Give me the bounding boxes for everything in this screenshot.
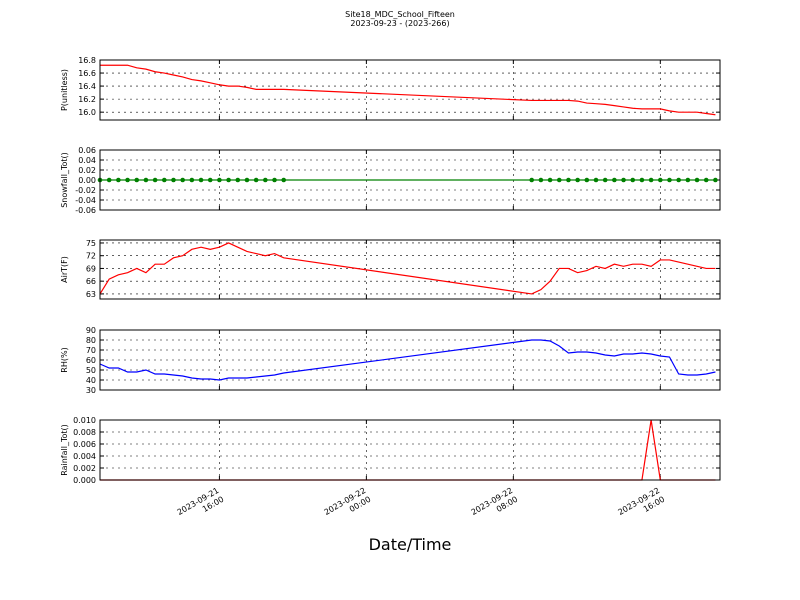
data-point [556,177,562,183]
y-tick-label: 66 [86,277,96,286]
y-axis-label: AirT(F) [60,256,69,283]
data-point [106,177,112,183]
data-point [694,177,700,183]
y-tick-label: 0.004 [73,452,96,461]
data-point [676,177,681,183]
y-tick-label: 16.8 [78,56,96,65]
plot-frame [99,329,721,391]
data-point [602,177,608,183]
y-tick-label: 0.04 [78,156,96,165]
y-tick-label: 16.6 [78,69,96,78]
data-point [575,177,580,183]
data-point [171,177,176,183]
y-tick-label: 72 [86,252,96,261]
data-point [244,177,250,183]
data-point [667,177,672,183]
data-point [134,177,140,183]
data-point [263,177,268,183]
x-axis-label: Date/Time [369,535,452,554]
data-point [226,177,231,183]
y-axis-label: Snowfall_Tot() [60,152,69,208]
y-tick-label: 60 [86,356,96,365]
data-point [593,177,599,183]
chart-subtitle: 2023-09-23 - (2023-266) [350,19,449,28]
y-tick-label: -0.04 [75,196,96,205]
data-point [584,177,590,183]
y-tick-label: 0.002 [73,464,96,473]
y-tick-label: 0.008 [73,428,96,437]
y-axis-label: P(unitless) [60,69,69,111]
y-tick-label: 0.02 [78,166,96,175]
data-point [685,177,691,183]
y-tick-label: -0.06 [75,206,96,215]
data-line [99,339,716,381]
y-tick-label: 16.0 [78,108,96,117]
plot-frame [99,59,721,121]
data-point [161,177,167,183]
data-point [529,177,535,183]
data-point [648,177,654,183]
y-tick-label: 0.06 [78,146,96,155]
y-tick-label: 30 [86,386,96,395]
data-point [125,177,130,183]
y-tick-label: -0.02 [75,186,96,195]
chart-title: Site18_MDC_School_Fifteen [345,10,455,19]
data-point [143,177,149,183]
data-point [152,177,158,183]
y-tick-label: 40 [86,376,96,385]
data-point [703,177,709,183]
y-tick-label: 90 [86,326,96,335]
data-line [99,242,716,295]
data-point [566,177,571,183]
data-point [180,177,185,183]
data-point [235,177,241,183]
data-point [547,177,553,183]
y-tick-label: 0.000 [73,476,96,485]
data-point [281,177,287,183]
data-line [100,64,716,116]
data-point [657,177,663,183]
plot-frame [99,239,721,300]
y-tick-label: 16.4 [78,82,96,91]
y-tick-label: 50 [86,366,96,375]
y-axis-label: Rainfall_Tot() [60,424,69,476]
data-point [198,177,204,183]
data-point [639,177,645,183]
y-tick-label: 0.006 [73,440,96,449]
plot-frame [99,149,721,211]
data-point [713,177,718,183]
data-point [207,177,213,183]
y-tick-label: 70 [86,346,96,355]
y-tick-label: 80 [86,336,96,345]
y-tick-label: 69 [86,264,96,273]
y-tick-label: 63 [86,290,96,299]
data-point [612,177,617,183]
y-axis-label: RH(%) [60,347,69,372]
data-point [272,177,277,183]
plot-frame [99,419,721,481]
y-tick-label: 16.2 [78,95,96,104]
data-point [538,177,544,183]
y-tick-label: 0.010 [73,416,96,425]
data-point [621,177,626,183]
data-point [217,177,222,183]
data-point [630,177,636,183]
y-tick-label: 0.00 [78,176,96,185]
data-point [189,177,195,183]
data-point [116,177,121,183]
data-point [253,177,259,183]
y-tick-label: 75 [86,239,96,248]
